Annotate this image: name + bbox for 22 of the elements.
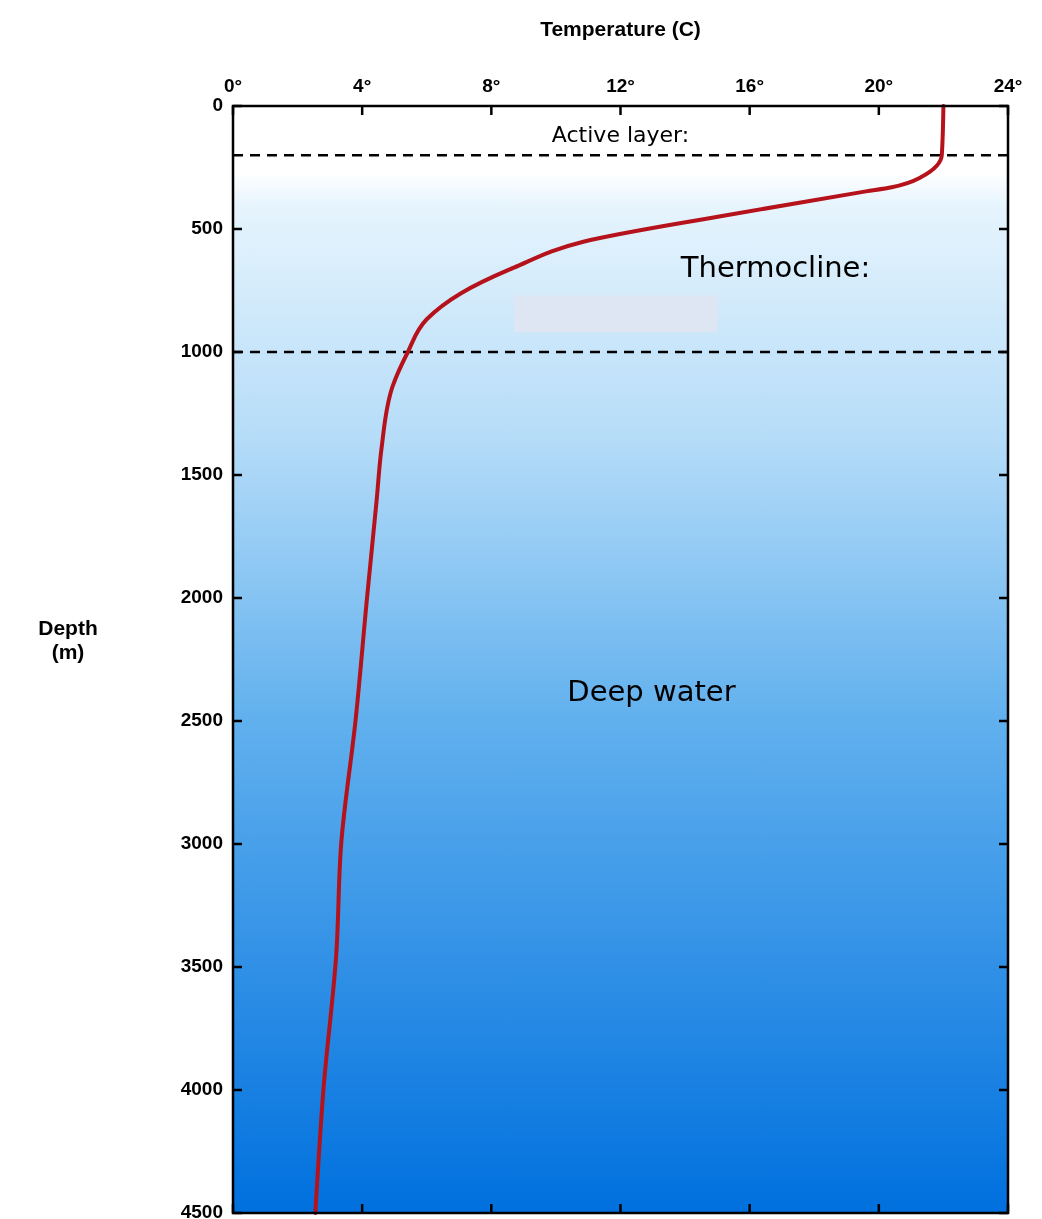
y-tick-label: 1500: [180, 463, 223, 485]
x-tick-label: 8°: [482, 75, 501, 96]
x-tick-label: 0°: [223, 75, 243, 96]
x-axis-title: Temperature (C): [540, 17, 701, 40]
x-tick-label: 20°: [864, 75, 894, 96]
x-tick-label: 12°: [606, 75, 635, 96]
y-tick-label: 1000: [180, 340, 223, 362]
y-tick-label: 3000: [180, 832, 223, 854]
y-tick-label: 4000: [180, 1078, 223, 1100]
y-tick-label: 2000: [180, 586, 223, 608]
y-tick-label: 4500: [180, 1201, 223, 1219]
y-tick-label: 0: [212, 94, 223, 116]
x-tick-label: 24°: [993, 75, 1023, 96]
annotation: Active layer:: [551, 121, 690, 147]
x-tick-label: 4°: [353, 75, 372, 96]
y-tick-label: 500: [191, 217, 223, 239]
y-tick-label: 2500: [180, 709, 223, 731]
y-tick-label: 3500: [180, 955, 223, 977]
x-tick-label: 16°: [735, 75, 765, 96]
annotation: Thermocline:: [679, 249, 871, 284]
annotation: Deep water: [567, 673, 736, 708]
y-axis-title: Depth (m): [38, 615, 98, 663]
